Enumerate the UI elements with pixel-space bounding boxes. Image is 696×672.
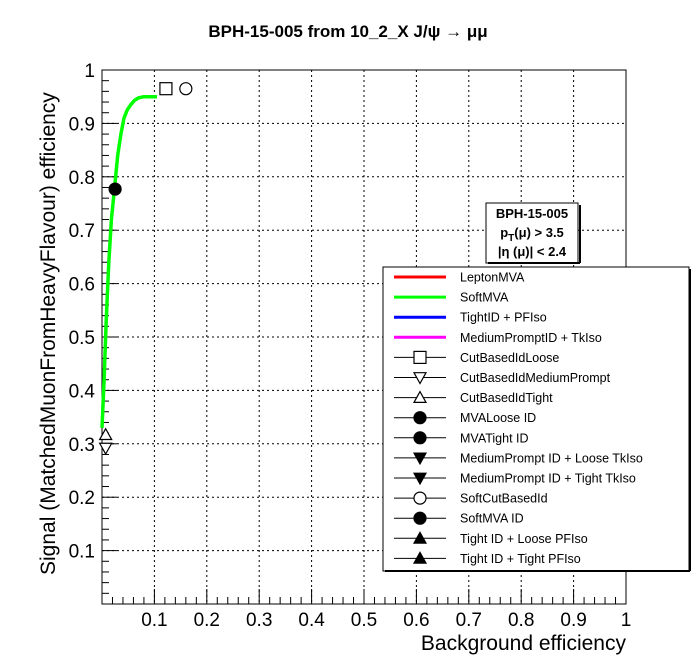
legend-marker (412, 390, 428, 403)
x-tick-label: 0.7 (456, 610, 482, 631)
legend-entry: MediumPrompt ID + Loose TkIso (394, 451, 643, 465)
axis-ticks (101, 69, 627, 605)
data-point (108, 182, 122, 196)
x-tick-label: 0.9 (560, 610, 586, 631)
curves (100, 94, 157, 428)
legend-entry: SoftCutBasedId (394, 491, 548, 506)
legend-label: MediumPromptID + TkIso (460, 331, 602, 345)
data-point (179, 82, 193, 96)
x-tick-label: 0.6 (403, 610, 429, 631)
y-axis-label: Signal (MatchedMuonFromHeavyFlavour) eff… (37, 92, 60, 575)
legend-marker (412, 452, 428, 466)
legend-entry: MediumPromptID + TkIso (394, 331, 602, 345)
x-tick-label: 1 (621, 610, 632, 631)
legend-label: MediumPrompt ID + Loose TkIso (460, 451, 643, 465)
y-tick-label: 0.3 (69, 435, 95, 456)
legend-label: SoftMVA ID (460, 512, 524, 526)
legend-label: LeptonMVA (460, 271, 525, 285)
legend-label: SoftMVA (460, 291, 509, 305)
x-tick-label: 0.8 (508, 610, 534, 631)
y-tick-label: 0.5 (69, 328, 95, 349)
legend-entry: Tight ID + Loose PFIso (394, 531, 588, 546)
legend-entry: CutBasedIdMediumPrompt (394, 371, 611, 385)
legend-marker (413, 491, 427, 505)
data-point (159, 82, 173, 96)
legend-marker (412, 551, 428, 564)
legend-marker (413, 511, 427, 525)
info-line-2: pT(μ) > 3.5 (500, 225, 564, 244)
working-points (98, 82, 193, 456)
y-tick-label: 0.6 (69, 275, 95, 296)
x-tick-label: 0.2 (194, 610, 220, 631)
y-tick-label: 0.4 (69, 381, 96, 402)
y-tick-label: 0.7 (69, 221, 95, 242)
legend-entry: MVALoose ID (394, 411, 536, 425)
x-axis-label: Background efficiency (421, 632, 627, 655)
legend-marker (412, 531, 428, 544)
legend-label: TightID + PFIso (460, 311, 547, 325)
legend-label: Tight ID + Loose PFIso (460, 532, 588, 546)
y-tick-label: 0.8 (69, 168, 95, 189)
legend-label: MediumPrompt ID + Tight TkIso (460, 472, 636, 486)
legend-entry: Tight ID + Tight PFIso (394, 551, 581, 566)
legend-entry: TightID + PFIso (394, 311, 547, 325)
y-tick-label: 0.2 (69, 488, 95, 509)
legend-label: CutBasedIdLoose (460, 351, 559, 365)
legend-entry: SoftMVA (394, 291, 509, 305)
chart-title: BPH-15-005 from 10_2_X J/ψ → μμ (208, 22, 487, 41)
legend-marker (413, 431, 427, 445)
legend-label: Tight ID + Tight PFIso (460, 552, 581, 566)
data-point (98, 442, 113, 456)
info-box: BPH-15-005 pT(μ) > 3.5 |η (μ)| < 2.4 (485, 202, 581, 264)
legend-label: MVATight ID (460, 431, 529, 445)
legend-marker (412, 472, 428, 486)
data-point (98, 427, 113, 441)
legend-entry: MVATight ID (394, 431, 529, 445)
legend: LeptonMVA SoftMVA TightID + PFIso MediumPro… (382, 266, 691, 572)
x-tick-label: 0.4 (298, 610, 325, 631)
x-tick-label: 0.3 (246, 610, 272, 631)
legend-label: CutBasedIdTight (460, 391, 553, 405)
legend-entry: CutBasedIdTight (394, 390, 553, 405)
legend-entry: MediumPrompt ID + Tight TkIso (394, 472, 636, 486)
y-tick-label: 0.1 (69, 542, 95, 563)
y-tick-label: 1 (84, 61, 95, 82)
legend-label: CutBasedIdMediumPrompt (460, 371, 611, 385)
legend-label: MVALoose ID (460, 411, 536, 425)
x-tick-label: 0.5 (351, 610, 377, 631)
legend-entry: LeptonMVA (394, 271, 525, 285)
legend-entry: CutBasedIdLoose (394, 350, 559, 365)
legend-marker (413, 350, 427, 364)
info-line-1: BPH-15-005 (496, 206, 568, 221)
tick-labels: 0.1 0.2 0.3 0.4 0.5 0.6 0.7 0.8 0.9 1 0.1 0.2 0.3 0.4… (69, 61, 632, 631)
series-line (100, 94, 157, 428)
info-line-3: |η (μ)| < 2.4 (498, 244, 567, 259)
legend-marker (413, 411, 427, 425)
x-tick-label: 0.1 (141, 610, 167, 631)
y-tick-label: 0.9 (69, 114, 95, 135)
legend-entry: SoftMVA ID (394, 511, 524, 526)
legend-marker (412, 372, 428, 385)
legend-label: SoftCutBasedId (460, 492, 548, 506)
